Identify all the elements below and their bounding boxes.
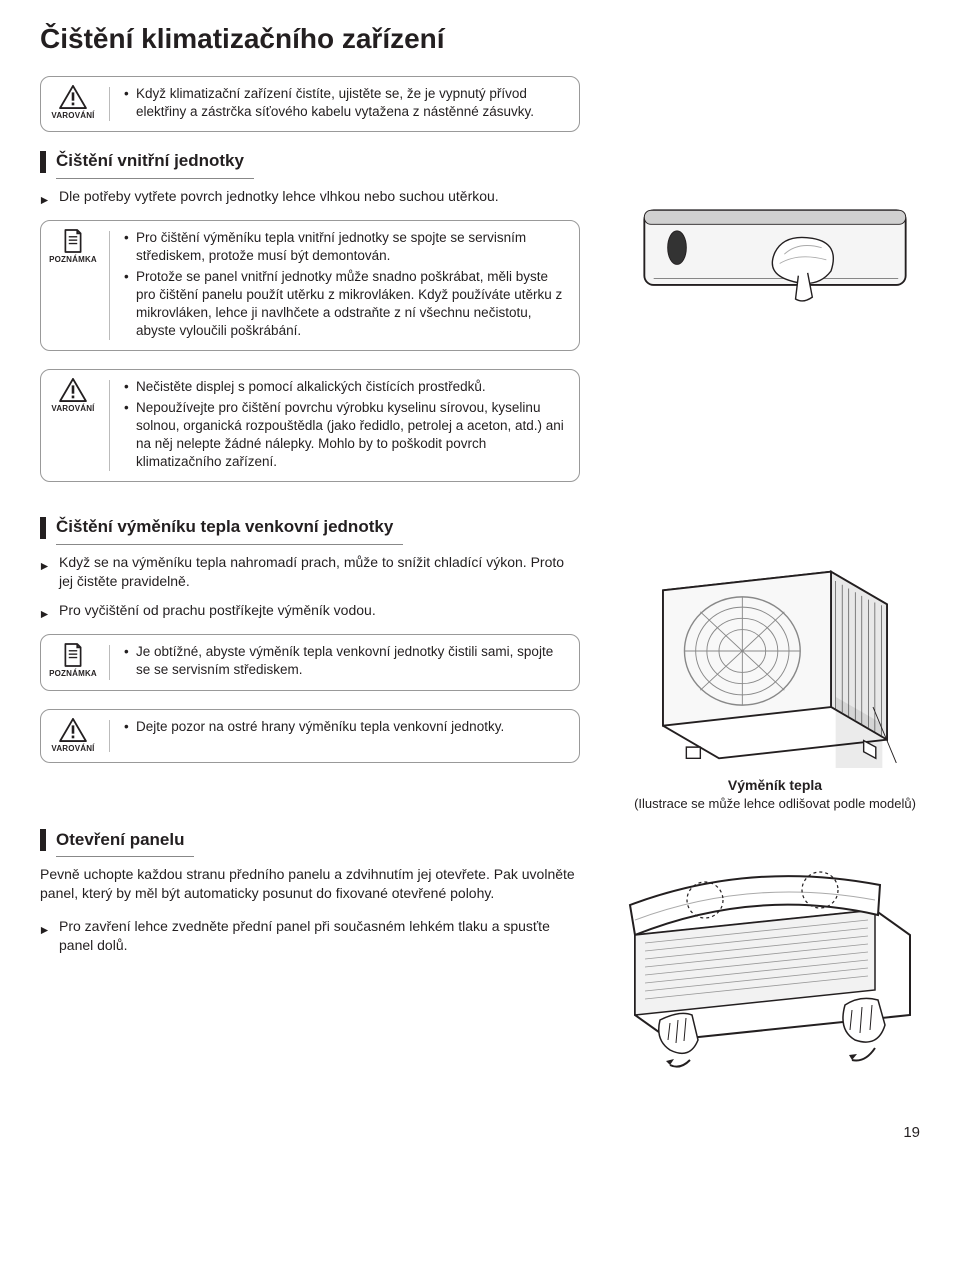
- indoor-unit-illustration: [635, 187, 915, 318]
- divider: [109, 645, 110, 679]
- warning-label: VAROVÁNÍ: [51, 744, 94, 755]
- panel-open-illustration: [620, 865, 920, 1085]
- section-heading-indoor: Čištění vnitřní jednotky: [40, 150, 920, 173]
- warning-callout-power: VAROVÁNÍ Když klimatizační zařízení čist…: [40, 76, 580, 132]
- warning-callout-display: VAROVÁNÍ Nečistěte displej s pomocí alka…: [40, 369, 580, 482]
- note-callout-heat-exchanger: POZNÁMKA Pro čištění výměníku tepla vnit…: [40, 220, 580, 351]
- triangle-bullet-icon: [40, 605, 49, 624]
- callout-label-col: VAROVÁNÍ: [49, 378, 97, 415]
- warn-item: Nečistěte displej s pomocí alkalických č…: [124, 378, 567, 396]
- illustration-caption-sub: (Ilustrace se může lehce odlišovat podle…: [634, 795, 916, 813]
- callout-label-col: VAROVÁNÍ: [49, 85, 97, 122]
- triangle-bullet-icon: [40, 921, 49, 940]
- warning-icon: [59, 85, 87, 109]
- warning-label: VAROVÁNÍ: [51, 404, 94, 415]
- section-heading-panel: Otevření panelu: [40, 829, 920, 852]
- callout-label-col: POZNÁMKA: [49, 229, 97, 266]
- page-number: 19: [40, 1123, 920, 1143]
- section-title: Otevření panelu: [56, 829, 184, 852]
- note-icon: [59, 229, 87, 253]
- warn-item: Nepoužívejte pro čištění povrchu výrobku…: [124, 399, 567, 472]
- triangle-bullet-icon: [40, 191, 49, 210]
- section-bar: [40, 517, 46, 539]
- callout-label-col: POZNÁMKA: [49, 643, 97, 680]
- callout-content: Když klimatizační zařízení čistíte, ujis…: [124, 85, 567, 123]
- paragraph: Pevně uchopte každou stranu předního pan…: [40, 865, 580, 903]
- bullet-text: Pro vyčištění od prachu postříkejte výmě…: [59, 601, 376, 620]
- bullet-line: Dle potřeby vytřete povrch jednotky lehc…: [40, 187, 580, 210]
- note-label: POZNÁMKA: [49, 255, 97, 266]
- section-bar: [40, 151, 46, 173]
- bullet-text: Dle potřeby vytřete povrch jednotky lehc…: [59, 187, 499, 206]
- bullet-line: Pro vyčištění od prachu postříkejte výmě…: [40, 601, 580, 624]
- outdoor-unit-illustration: [635, 553, 915, 768]
- triangle-bullet-icon: [40, 557, 49, 576]
- note-label: POZNÁMKA: [49, 669, 97, 680]
- callout-label-col: VAROVÁNÍ: [49, 718, 97, 755]
- warning-icon: [59, 718, 87, 742]
- divider: [109, 720, 110, 753]
- warning-callout-sharp-edges: VAROVÁNÍ Dejte pozor na ostré hrany výmě…: [40, 709, 580, 764]
- callout-content: Pro čištění výměníku tepla vnitřní jedno…: [124, 229, 567, 342]
- section-heading-outdoor: Čištění výměníku tepla venkovní jednotky: [40, 516, 920, 539]
- divider: [109, 380, 110, 471]
- note-icon: [59, 643, 87, 667]
- warn-item: Dejte pozor na ostré hrany výměníku tepl…: [124, 718, 567, 736]
- divider: [109, 231, 110, 340]
- note-item: Je obtížné, abyste výměník tepla venkovn…: [124, 643, 567, 679]
- bullet-text: Když se na výměníku tepla nahromadí prac…: [59, 553, 580, 591]
- bullet-line: Když se na výměníku tepla nahromadí prac…: [40, 553, 580, 591]
- illustration-caption-title: Výměník tepla: [728, 776, 822, 795]
- callout-content: Nečistěte displej s pomocí alkalických č…: [124, 378, 567, 473]
- warning-label: VAROVÁNÍ: [51, 111, 94, 122]
- bullet-line: Pro zavření lehce zvedněte přední panel …: [40, 917, 580, 955]
- callout-content: Je obtížné, abyste výměník tepla venkovn…: [124, 643, 567, 681]
- warn-item: Když klimatizační zařízení čistíte, ujis…: [124, 85, 567, 121]
- section-title: Čištění vnitřní jednotky: [56, 150, 244, 173]
- warning-icon: [59, 378, 87, 402]
- page-title: Čištění klimatizačního zařízení: [40, 20, 920, 58]
- note-callout-outdoor-service: POZNÁMKA Je obtížné, abyste výměník tepl…: [40, 634, 580, 690]
- callout-content: Dejte pozor na ostré hrany výměníku tepl…: [124, 718, 567, 738]
- section-bar: [40, 829, 46, 851]
- note-item: Pro čištění výměníku tepla vnitřní jedno…: [124, 229, 567, 265]
- divider: [109, 87, 110, 121]
- note-item: Protože se panel vnitřní jednotky může s…: [124, 268, 567, 341]
- section-title: Čištění výměníku tepla venkovní jednotky: [56, 516, 393, 539]
- bullet-text: Pro zavření lehce zvedněte přední panel …: [59, 917, 580, 955]
